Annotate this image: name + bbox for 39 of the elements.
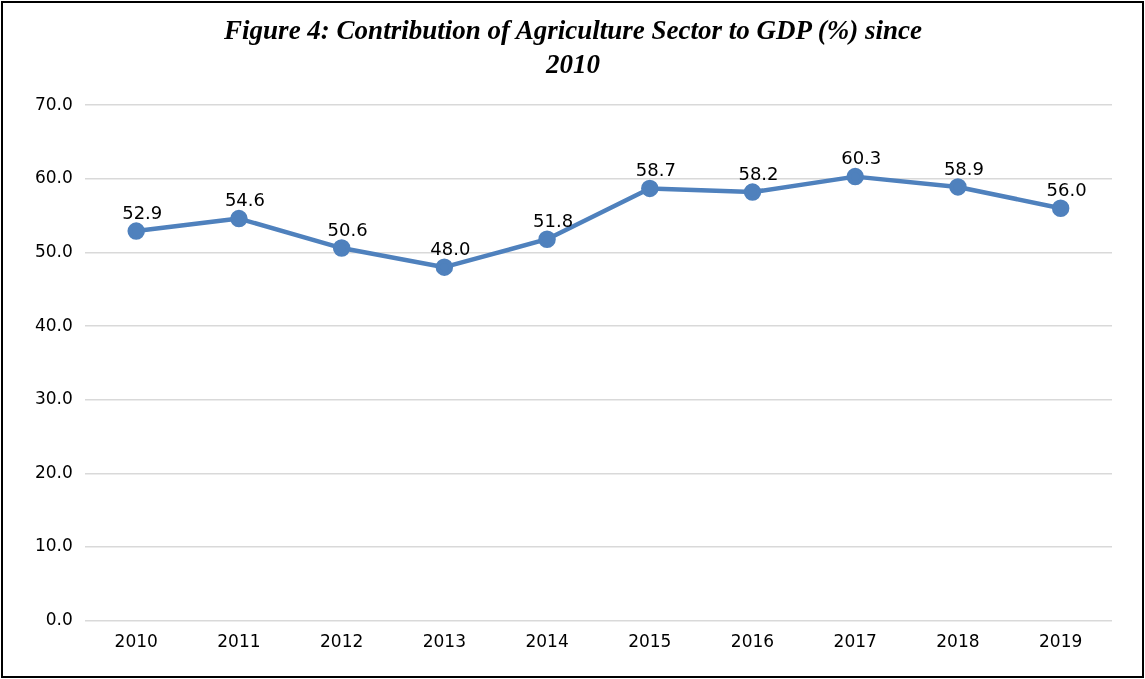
data-label: 60.3	[841, 147, 882, 169]
x-tick-label: 2012	[320, 631, 364, 652]
x-tick-label: 2013	[422, 631, 466, 652]
point	[1051, 199, 1070, 218]
x-tick-label: 2018	[936, 631, 980, 652]
x-tick-label: 2015	[628, 631, 672, 652]
data-label: 48.0	[430, 237, 471, 259]
y-tick-label: 20.0	[34, 461, 73, 482]
y-tick-label: 70.0	[34, 93, 73, 114]
x-tick-label: 2014	[525, 631, 569, 652]
point	[846, 167, 864, 186]
x-tick-label: 2011	[217, 631, 261, 652]
y-tick-label: 50.0	[34, 240, 73, 261]
data-label: 52.9	[122, 201, 163, 223]
y-tick-label: 10.0	[34, 535, 73, 556]
y-tick-label: 30.0	[34, 388, 73, 409]
data-label: 54.6	[224, 189, 265, 211]
point	[435, 258, 454, 276]
point	[332, 239, 351, 257]
x-tick-label: 2019	[1039, 631, 1083, 652]
x-tick-label: 2016	[730, 631, 775, 652]
point	[743, 183, 762, 201]
y-tick-label: 40.0	[34, 314, 73, 335]
x-tick-label: 2010	[114, 631, 158, 652]
point	[538, 230, 556, 248]
data-label: 58.7	[635, 159, 676, 181]
data-label: 58.9	[943, 157, 984, 179]
point	[949, 178, 967, 196]
data-label: 56.0	[1046, 178, 1087, 200]
data-label: 58.2	[738, 162, 779, 184]
data-label: 51.8	[533, 209, 574, 231]
chart-title: Figure 4: Contribution of Agriculture Sector to GDP (%) since 2010	[223, 14, 923, 81]
x-tick-label: 2017	[833, 631, 877, 652]
data-label: 50.6	[327, 218, 368, 240]
y-tick-label: 0.0	[45, 609, 73, 630]
point	[230, 209, 248, 228]
y-tick-label: 60.0	[34, 167, 73, 188]
point	[641, 179, 659, 198]
point	[127, 222, 145, 240]
